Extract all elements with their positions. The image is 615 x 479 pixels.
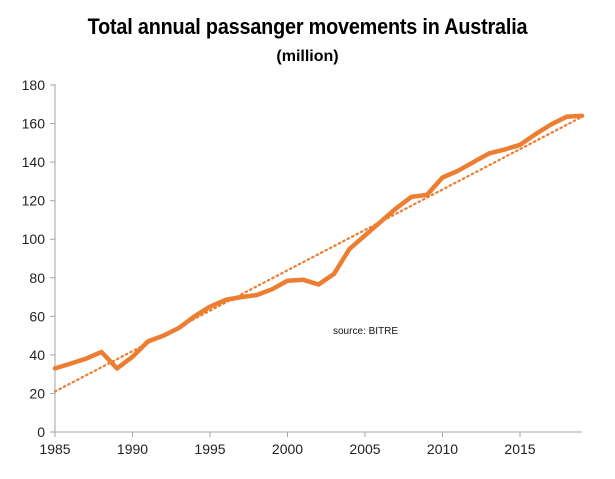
y-tick-label: 0 — [37, 424, 45, 440]
x-tick-label: 2010 — [427, 441, 458, 457]
trendline-group — [53, 115, 584, 393]
x-axis: 1985 1990 1995 2000 2005 2010 2015 — [39, 431, 582, 457]
x-tick-label: 2000 — [272, 441, 303, 457]
x-tick-label: 2005 — [349, 441, 380, 457]
x-tick-label: 2015 — [504, 441, 535, 457]
series-group — [52, 113, 585, 371]
x-tick-label: 1990 — [117, 441, 148, 457]
source-annotation: source: BITRE — [333, 326, 398, 337]
y-tick-label: 80 — [29, 270, 45, 286]
y-tick-label: 120 — [22, 193, 46, 209]
x-tick-label: 1985 — [39, 441, 70, 457]
y-tick-label: 40 — [29, 347, 45, 363]
y-tick-label: 100 — [22, 231, 46, 247]
y-tick-label: 180 — [22, 77, 46, 93]
chart-subtitle: (million) — [276, 48, 339, 65]
y-tick-label: 140 — [22, 154, 46, 170]
chart-title: Total annual passanger movements in Aust… — [87, 14, 528, 39]
y-tick-label: 20 — [29, 385, 45, 401]
series-line — [52, 113, 585, 371]
trendline — [53, 115, 584, 393]
y-axis: 0 20 40 60 80 100 120 140 160 180 — [22, 77, 56, 440]
y-tick-label: 60 — [29, 308, 45, 324]
y-tick-label: 160 — [22, 116, 46, 132]
x-tick-label: 1995 — [194, 441, 225, 457]
